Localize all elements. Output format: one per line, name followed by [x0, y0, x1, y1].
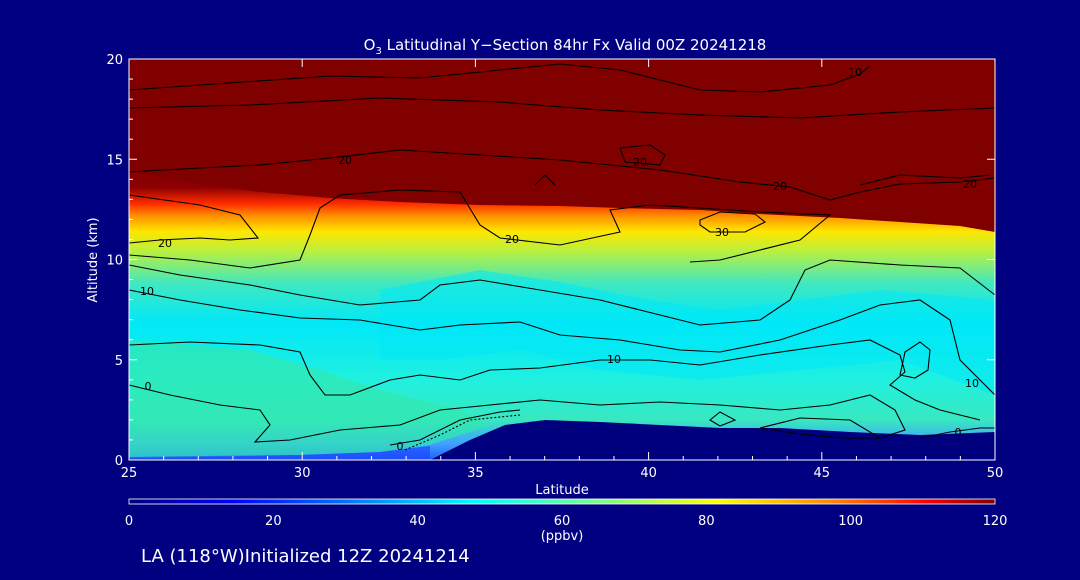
colorbar-tick-label: 40	[409, 514, 426, 529]
y-tick-label: 15	[106, 153, 123, 168]
colorbar-tick-label: 20	[265, 514, 282, 529]
contour-labels: 10 20 20 20 20 20 20 30 10 10 10 0 0 0	[140, 66, 979, 453]
contour-line	[128, 339, 981, 421]
contour-line	[619, 144, 666, 166]
contour-line	[709, 411, 737, 427]
x-tick-label: 50	[987, 466, 1004, 481]
x-axis: 25 30 35 40 45 50	[121, 59, 1004, 481]
colorbar-tick-label: 120	[983, 514, 1008, 529]
contour-line	[899, 341, 931, 379]
chart-title: O3 Latitudinal Y−Section 84hr Fx Valid 0…	[364, 36, 767, 57]
boundary-layer-region	[129, 340, 490, 458]
contour-label: 20	[963, 178, 977, 191]
colorbar-unit-label: (ppbv)	[541, 529, 584, 544]
contour-lines	[128, 63, 996, 451]
contour-line	[389, 409, 521, 446]
contour-label: 10	[848, 66, 862, 79]
surface-layer	[129, 446, 430, 460]
contour-label: 0	[955, 426, 962, 439]
title-subscript: 3	[375, 46, 381, 57]
y-tick-label: 0	[115, 454, 123, 469]
colorbar-tick-label: 0	[125, 514, 133, 529]
colorbar-ticks: 0 20 40 60 80 100 120	[125, 514, 1008, 529]
colorbar-strip	[128, 498, 996, 505]
contour-line	[128, 289, 996, 396]
contour-label: 10	[140, 285, 154, 298]
title-rest: Latitudinal Y−Section 84hr Fx Valid 00Z …	[382, 36, 767, 54]
contour-line	[699, 211, 767, 233]
contour-line	[859, 174, 991, 186]
contour-line	[128, 189, 832, 269]
x-tick-label: 40	[640, 466, 657, 481]
contour-line	[128, 63, 871, 93]
contour-line	[128, 194, 260, 244]
y-axis-title: Altitude (km)	[86, 217, 101, 302]
contour-label: 20	[338, 154, 352, 167]
contour-line	[534, 174, 556, 186]
footer-text: LA (118°W)Initialized 12Z 20241214	[141, 546, 470, 567]
terrain-mask	[430, 420, 995, 460]
contour-line	[128, 97, 996, 119]
y-tick-label: 20	[106, 53, 123, 68]
contour-label: 20	[773, 180, 787, 193]
contour-line	[128, 259, 996, 326]
contour-label: 10	[607, 353, 621, 366]
contour-line	[404, 414, 521, 451]
x-tick-label: 35	[467, 466, 484, 481]
y-tick-label: 10	[106, 254, 123, 269]
x-tick-label: 30	[294, 466, 311, 481]
title-main: O	[364, 36, 376, 54]
contour-line	[759, 417, 882, 439]
colorbar-tick-label: 60	[554, 514, 571, 529]
contour-label: 0	[397, 440, 404, 453]
x-tick-label: 45	[814, 466, 831, 481]
clean-air-region	[380, 270, 995, 395]
x-axis-title: Latitude	[535, 483, 589, 498]
colorbar-tick-label: 100	[838, 514, 863, 529]
contour-label: 20	[633, 156, 647, 169]
contour-line	[919, 427, 995, 439]
contour-label: 0	[145, 380, 152, 393]
contour-label: 20	[505, 233, 519, 246]
colorbar: 0 20 40 60 80 100 120 (ppbv)	[125, 498, 1008, 544]
y-tick-label: 5	[115, 354, 123, 369]
contour-line	[128, 149, 996, 201]
x-tick-label: 25	[121, 466, 138, 481]
contour-line	[128, 384, 906, 443]
contour-label: 30	[715, 226, 729, 239]
stratosphere-region	[129, 59, 995, 232]
contour-label: 20	[158, 237, 172, 250]
colorbar-tick-label: 80	[698, 514, 715, 529]
contour-label: 10	[965, 377, 979, 390]
y-axis: 0 5 10 15 20	[106, 53, 995, 469]
plot-area: 10 20 20 20 20 20 20 30 10 10 10 0 0 0	[128, 58, 996, 461]
